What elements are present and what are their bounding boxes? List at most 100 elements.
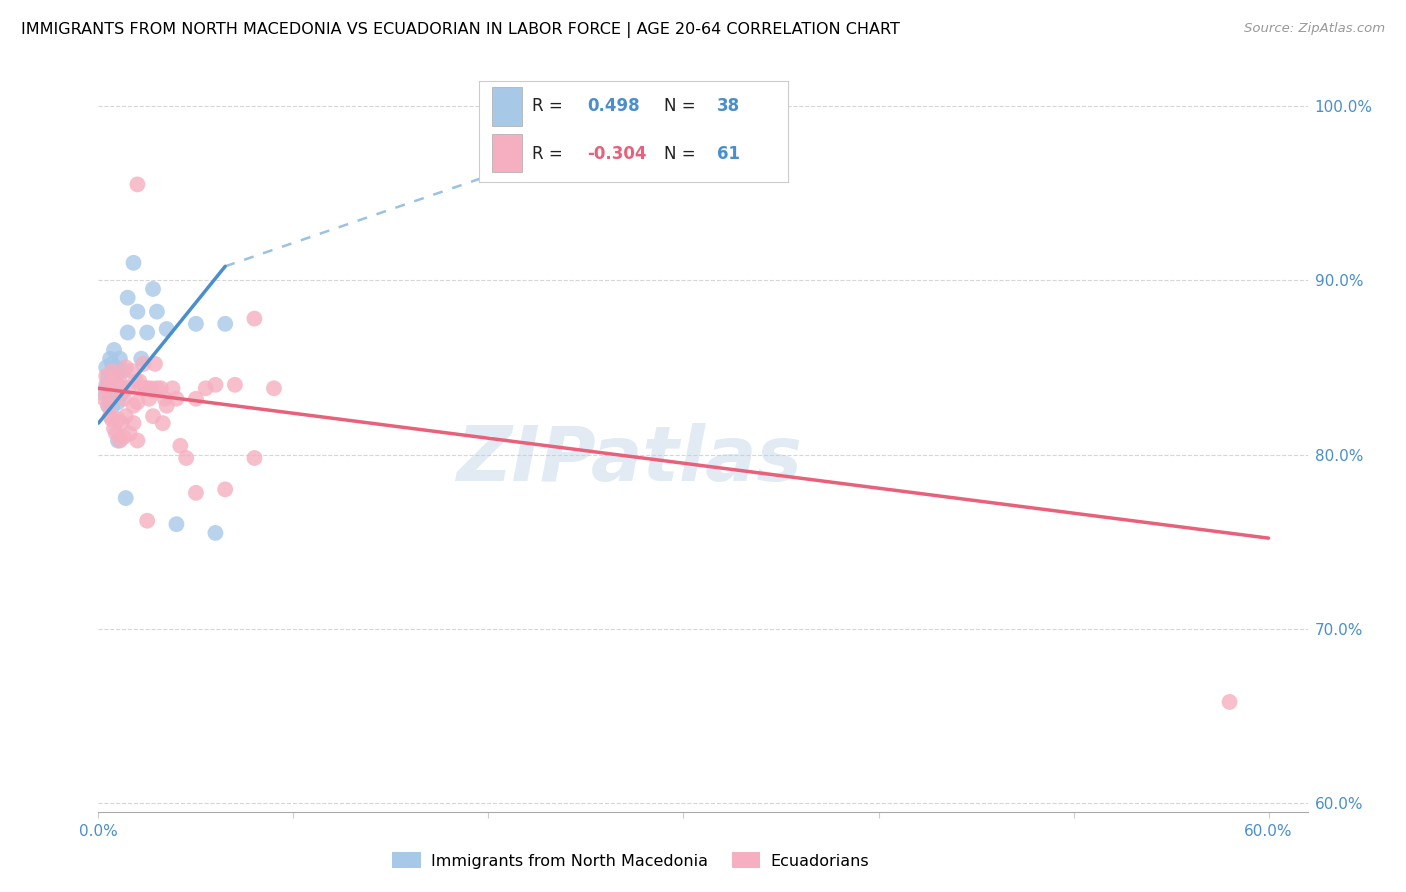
Point <box>101 412 124 426</box>
Point <box>122 416 145 430</box>
Point <box>142 409 165 424</box>
Point <box>165 392 187 406</box>
Point <box>152 416 174 430</box>
Point <box>104 360 127 375</box>
Point <box>243 450 266 465</box>
Text: ZIPatlas: ZIPatlas <box>457 423 803 497</box>
Point <box>194 381 217 395</box>
Point <box>112 392 135 406</box>
Point <box>139 381 162 395</box>
Point <box>132 357 155 371</box>
Point <box>184 486 207 500</box>
Point <box>107 364 129 378</box>
Point <box>98 409 121 424</box>
Point <box>97 369 120 384</box>
Point <box>142 282 165 296</box>
Point <box>136 514 159 528</box>
Point <box>214 317 236 331</box>
Point <box>138 392 160 406</box>
Point <box>114 409 136 424</box>
Point <box>103 386 125 401</box>
Point <box>122 256 145 270</box>
Point <box>114 491 136 505</box>
Point <box>104 377 127 392</box>
Point <box>124 374 146 388</box>
Point <box>117 381 139 395</box>
Point <box>107 434 129 448</box>
Point <box>1219 695 1241 709</box>
Point <box>98 351 121 366</box>
Point <box>97 399 120 413</box>
Point <box>146 304 169 318</box>
Point <box>204 377 226 392</box>
Point <box>153 392 176 406</box>
Point <box>136 326 159 340</box>
Point <box>169 439 191 453</box>
Point <box>104 369 127 384</box>
Point <box>108 351 131 366</box>
Point <box>96 360 118 375</box>
Point <box>103 343 125 357</box>
Point <box>162 381 184 395</box>
Point <box>103 421 125 435</box>
Point <box>107 412 129 426</box>
Point <box>108 379 131 393</box>
Point <box>93 392 115 406</box>
Point <box>98 388 121 402</box>
Point <box>243 311 266 326</box>
Text: Source: ZipAtlas.com: Source: ZipAtlas.com <box>1244 22 1385 36</box>
Point <box>131 351 153 366</box>
Point <box>101 364 124 378</box>
Point <box>149 381 172 395</box>
Point <box>111 386 134 401</box>
Point <box>204 525 226 540</box>
Point <box>156 322 179 336</box>
Point <box>107 381 129 395</box>
Point <box>112 430 135 444</box>
Point <box>96 369 118 384</box>
Point <box>108 434 131 448</box>
Point <box>121 364 143 378</box>
Point <box>118 426 141 441</box>
Point <box>127 395 149 409</box>
Point <box>101 381 124 395</box>
Point <box>117 326 139 340</box>
Point <box>108 374 131 388</box>
Point <box>156 399 179 413</box>
Point <box>224 377 246 392</box>
Point <box>96 381 118 395</box>
Legend: Immigrants from North Macedonia, Ecuadorians: Immigrants from North Macedonia, Ecuador… <box>385 846 875 875</box>
Point <box>104 426 127 441</box>
Point <box>143 357 166 371</box>
Point <box>112 364 135 378</box>
Point <box>136 381 159 395</box>
Point <box>122 399 145 413</box>
Point <box>97 399 120 413</box>
Point <box>101 357 124 371</box>
Point <box>103 377 125 392</box>
Point <box>96 377 118 392</box>
Point <box>107 395 129 409</box>
Point <box>97 377 120 392</box>
Point <box>98 374 121 388</box>
Point <box>98 386 121 401</box>
Point <box>263 381 285 395</box>
Point <box>114 360 136 375</box>
Point <box>103 369 125 384</box>
Point <box>134 381 156 395</box>
Point <box>101 401 124 415</box>
Point <box>117 291 139 305</box>
Point <box>184 392 207 406</box>
Point <box>128 374 150 388</box>
Point <box>214 483 236 497</box>
Point <box>97 381 120 395</box>
Point <box>184 317 207 331</box>
Point <box>93 386 115 401</box>
Point <box>131 381 153 395</box>
Point <box>165 517 187 532</box>
Text: IMMIGRANTS FROM NORTH MACEDONIA VS ECUADORIAN IN LABOR FORCE | AGE 20-64 CORRELA: IMMIGRANTS FROM NORTH MACEDONIA VS ECUAD… <box>21 22 900 38</box>
Point <box>127 434 149 448</box>
Point <box>127 178 149 192</box>
Point <box>174 450 197 465</box>
Point <box>127 304 149 318</box>
